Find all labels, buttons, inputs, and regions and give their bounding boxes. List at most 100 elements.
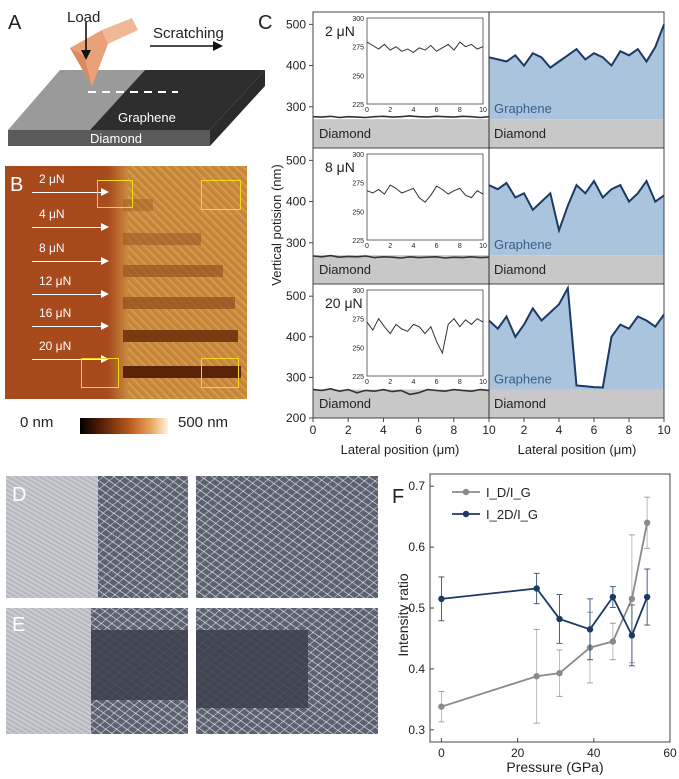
diamond-label-left: Diamond: [319, 126, 371, 141]
diamond-top: [8, 70, 145, 130]
diamond-fill-right: [489, 255, 664, 284]
diamond-profile-line: [312, 387, 490, 396]
scale-min-label: 0 nm: [20, 414, 54, 431]
color-scale-bar: [80, 418, 168, 434]
highlight-box: [201, 180, 241, 210]
sem-image-e-left: [6, 608, 188, 734]
data-point: [643, 519, 651, 526]
panel-f-chart: Intensity ratio Pressure (GPa) 0 20 40 60 0.…: [395, 473, 677, 775]
inset-line: [366, 41, 484, 54]
arrow-icon: [32, 188, 109, 196]
inset-y-tick-label: 225: [352, 102, 364, 109]
graphene-fill: [489, 24, 664, 120]
x-axis-label-right: Lateral position (μm): [518, 442, 637, 457]
x-tick-label: 10: [482, 423, 496, 437]
inset-x-tick-label: 0: [365, 243, 369, 250]
data-point: [586, 626, 594, 633]
data-point: [438, 595, 445, 603]
y-tick-label: 300: [286, 100, 306, 114]
inset-y-tick-label: 300: [352, 152, 364, 159]
y-tick-label: 500: [286, 153, 306, 167]
x-tick-label: 2: [521, 423, 528, 437]
inset-y-tick-label: 275: [352, 317, 364, 324]
x-tick-label: 0: [310, 423, 317, 437]
arrow-icon: [32, 322, 109, 330]
f-y-axis-label: Intensity ratio: [395, 573, 411, 656]
inset-x-tick-label: 0: [365, 107, 369, 114]
diamond-label-right: Diamond: [494, 262, 546, 277]
y-tick-label: 400: [286, 59, 306, 73]
block-front: [8, 130, 210, 146]
inset-y-tick-label: 250: [352, 209, 364, 216]
inset-x-tick-label: 8: [458, 243, 462, 250]
y-tick-label: 400: [286, 330, 306, 344]
x-tick-label: 60: [663, 746, 677, 760]
load-label: Load: [67, 9, 100, 26]
x-tick-label: 4: [380, 423, 387, 437]
y-tick-label: 0.7: [408, 479, 425, 493]
x-tick-label: 8: [626, 423, 633, 437]
panel-c-profiles: Vertical potision (nm) Lateral position …: [269, 11, 671, 457]
diamond-label: Diamond: [90, 131, 142, 146]
panel-label-f: F: [392, 486, 405, 508]
inset-y-tick-label: 300: [352, 16, 364, 23]
inset-x-tick-label: 6: [435, 379, 439, 386]
tip-icon: [70, 30, 108, 86]
graphene-label: Graphene: [118, 110, 176, 125]
inset-x-tick-label: 2: [388, 107, 392, 114]
data-point: [438, 703, 445, 710]
y-axis-label: Vertical potision (nm): [269, 164, 284, 285]
afm-image: 2 μN 4 μN 8 μN 12 μN 16 μN 20 μN: [5, 166, 247, 399]
diamond-fill-left: [313, 255, 489, 284]
legend-label: I_2D/I_G: [486, 507, 538, 522]
diamond-fill-left: [313, 389, 489, 418]
load-label-3: 8 μN: [39, 241, 65, 255]
panel-label-e: E: [12, 614, 26, 636]
inset-y-tick-label: 275: [352, 45, 364, 52]
x-tick-label: 6: [591, 423, 598, 437]
y-tick-label: 0.4: [408, 662, 425, 676]
diamond-profile-line: [312, 115, 490, 119]
y-tick-label: 0.3: [408, 723, 425, 737]
y-tick-label: 300: [286, 370, 306, 384]
inset-frame: [366, 153, 484, 241]
graphene-profile-line: [488, 178, 665, 234]
load-label: 20 μN: [325, 295, 363, 311]
y-tick-label: 300: [286, 236, 306, 250]
x-tick-label: 20: [511, 746, 525, 760]
highlight-box: [97, 180, 133, 208]
data-point: [609, 593, 617, 601]
scratching-label: Scratching: [153, 25, 224, 42]
y-tick-label: 500: [286, 17, 306, 31]
panel-label-d: D: [12, 484, 27, 506]
y-tick-label: 200: [286, 411, 306, 425]
load-label-5: 16 μN: [39, 306, 72, 320]
f-x-axis-label: Pressure (GPa): [506, 759, 603, 775]
inset-y-tick-label: 300: [352, 288, 364, 295]
load-label: 8 μN: [325, 159, 355, 175]
graphene-fill: [489, 181, 664, 256]
data-point: [609, 638, 617, 645]
x-axis-label-left: Lateral position (μm): [341, 442, 460, 457]
x-tick-label: 0: [438, 746, 445, 760]
load-label: 2 μN: [325, 23, 355, 39]
data-point: [628, 595, 636, 603]
x-tick-label: 10: [657, 423, 671, 437]
arrow-icon: [32, 290, 109, 298]
arrow-icon: [32, 257, 109, 265]
inset-y-tick-label: 250: [352, 345, 364, 352]
data-point: [556, 669, 563, 677]
inset-x-tick-label: 4: [411, 107, 415, 114]
graphene-label: Graphene: [494, 237, 552, 252]
legend-marker: [462, 488, 470, 496]
inset-y-tick-label: 225: [352, 238, 364, 245]
load-label-4: 12 μN: [39, 274, 72, 288]
panel-label-a: A: [8, 12, 22, 34]
inset-x-tick-label: 10: [479, 107, 487, 114]
inset-x-tick-label: 2: [388, 243, 392, 250]
graphene-label: Graphene: [494, 372, 552, 387]
y-tick-label: 500: [286, 289, 306, 303]
graphene-profile-line: [488, 24, 665, 69]
arrow-icon: [32, 355, 109, 363]
diamond-profile-line: [312, 254, 490, 259]
